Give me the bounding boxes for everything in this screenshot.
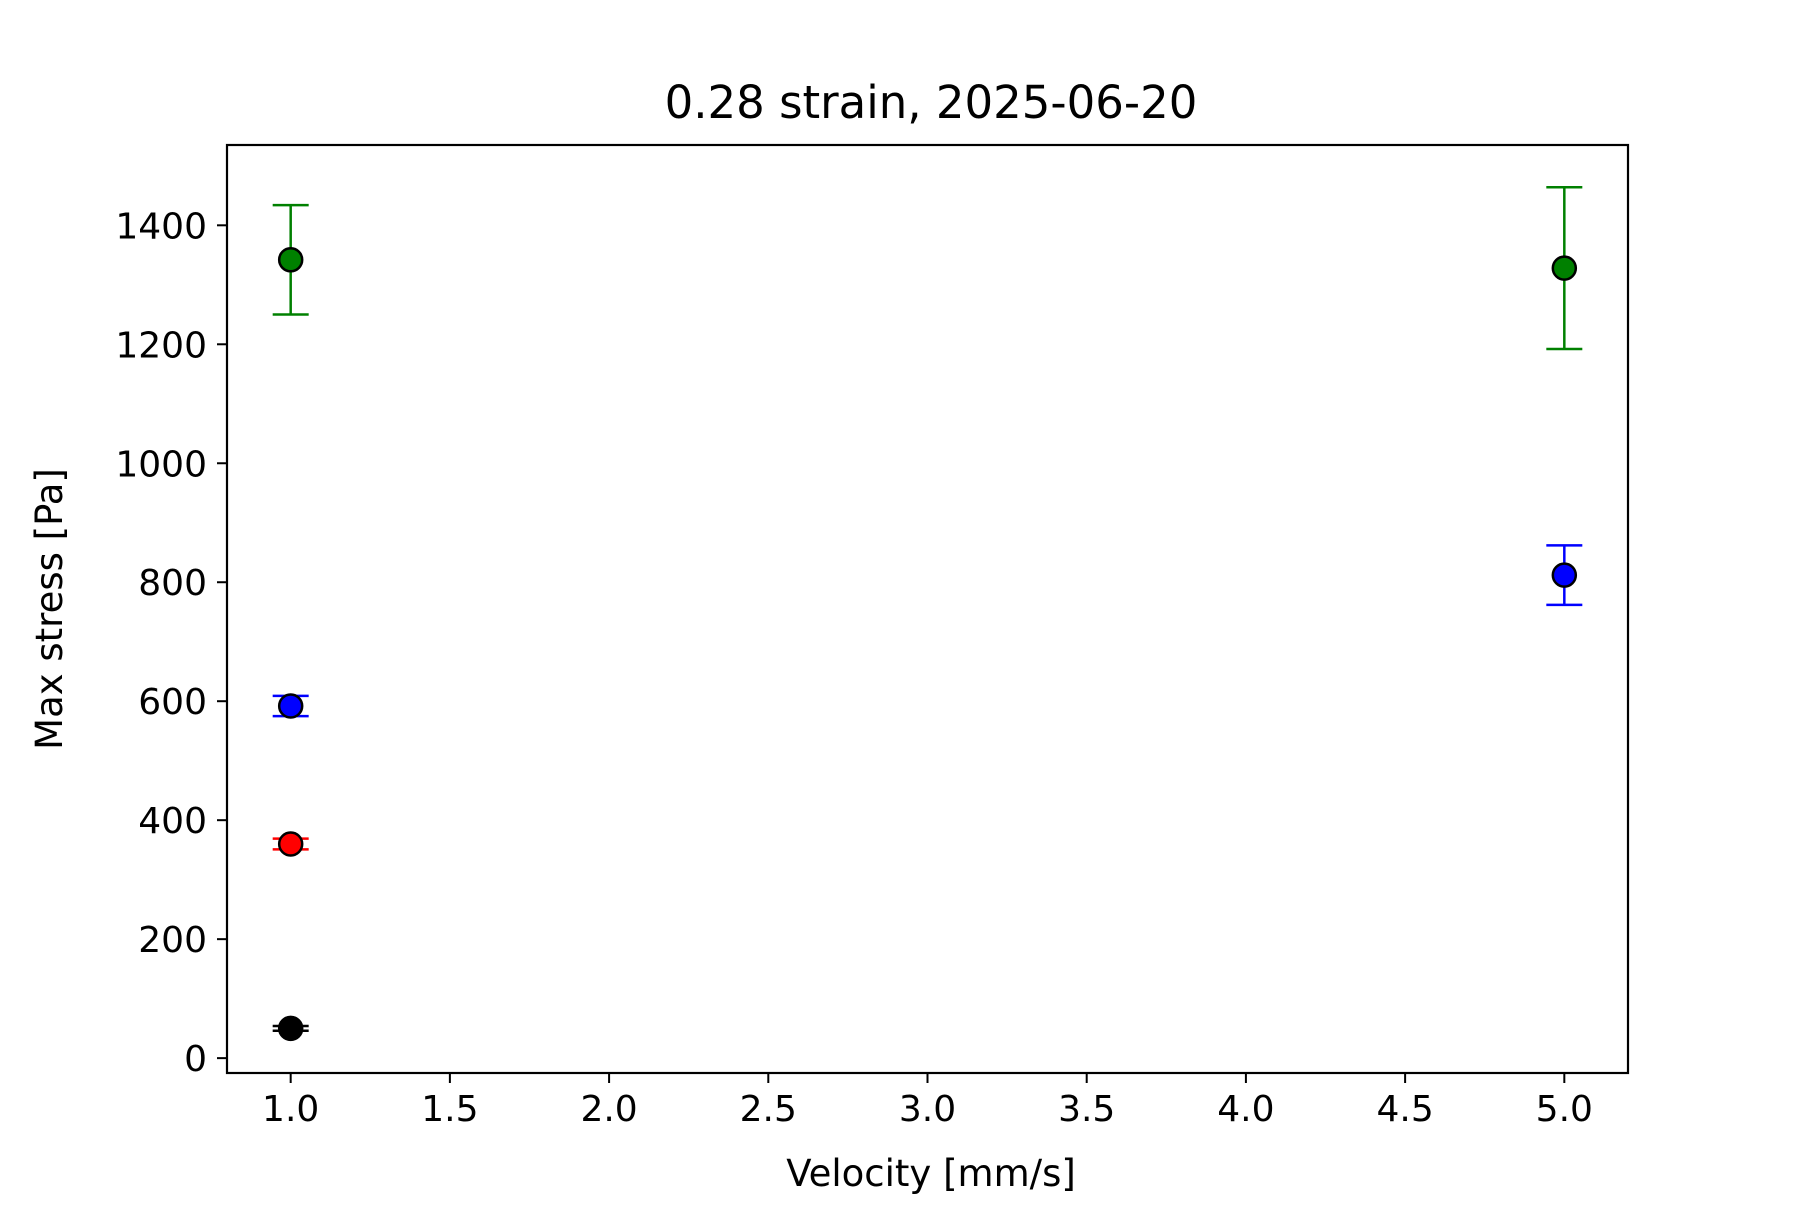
data-point — [1551, 255, 1578, 281]
x-tick-label: 3.5 — [1058, 1089, 1115, 1130]
y-tick-label: 400 — [138, 801, 207, 842]
plot-frame — [225, 143, 1630, 1075]
y-tick-label: 800 — [138, 563, 207, 604]
data-point — [277, 1015, 304, 1042]
x-tick-label: 2.5 — [740, 1089, 797, 1130]
x-tick-label: 1.0 — [262, 1089, 319, 1130]
x-tick-label: 3.0 — [899, 1089, 956, 1130]
x-tick-label: 5.0 — [1536, 1089, 1593, 1130]
x-tick-label: 1.5 — [421, 1089, 478, 1130]
y-tick-label: 600 — [138, 682, 207, 723]
x-tick-label: 4.0 — [1217, 1089, 1274, 1130]
y-tick-label: 1200 — [115, 325, 207, 366]
chart-title: 0.28 strain, 2025-06-20 — [665, 76, 1198, 129]
data-point — [277, 247, 304, 273]
x-tick-label: 2.0 — [580, 1089, 637, 1130]
plot-area: 1.0 1.5 2.0 2.5 3.0 3.5 4.0 4.5 5.0 0 200 400 600 800… — [115, 143, 1630, 1130]
x-axis-label: Velocity [mm/s] — [786, 1152, 1076, 1195]
y-tick-label: 0 — [184, 1039, 207, 1080]
y-axis-label: Max stress [Pa] — [28, 468, 71, 750]
y-tick-label: 1000 — [115, 444, 207, 485]
data-point — [277, 831, 304, 857]
data-point — [277, 693, 304, 719]
y-tick-label: 1400 — [115, 206, 207, 247]
x-tick-label: 4.5 — [1376, 1089, 1433, 1130]
y-tick-label: 200 — [138, 920, 207, 961]
data-point — [1551, 562, 1578, 588]
